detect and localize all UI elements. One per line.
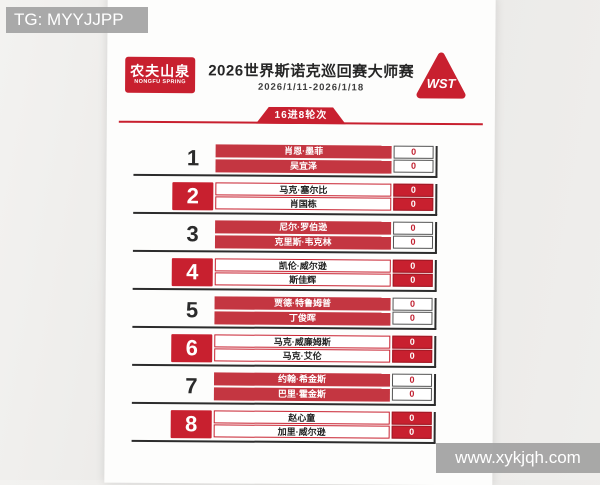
score-column: 0 0 (391, 373, 433, 402)
player-bars: 赵心童 加里·威尔逊 (213, 410, 390, 439)
player-bars: 肖恩·墨菲 吴宜泽 (215, 144, 392, 175)
player2-bar: 吴宜泽 (215, 159, 392, 174)
match-underline (131, 439, 436, 444)
score-column: 0 0 (392, 221, 434, 250)
score-column: 0 0 (392, 297, 433, 326)
player2-score: 0 (391, 387, 432, 401)
score-column: 0 0 (392, 259, 433, 288)
player1-bar: 贾德·特鲁姆普 (214, 296, 391, 311)
player-bars: 约翰·希金斯 巴里·霍金斯 (213, 372, 391, 403)
player1-score: 0 (391, 411, 432, 425)
player1-bar: 凯伦·威尔逊 (214, 258, 391, 273)
bracket-line (434, 221, 438, 253)
player2-score: 0 (393, 197, 434, 211)
wst-logo-icon: WST (416, 52, 466, 102)
match-row: 5 贾德·特鲁姆普 丁俊晖 0 0 (105, 296, 493, 337)
match-row: 8 赵心童 加里·威尔逊 0 0 (105, 410, 493, 451)
player1-score: 0 (393, 145, 434, 159)
player-bars: 贾德·特鲁姆普 丁俊晖 (214, 296, 391, 327)
score-column: 0 0 (393, 145, 434, 174)
player1-score: 0 (392, 259, 433, 273)
match-underline (132, 325, 437, 330)
player2-bar: 巴里·霍金斯 (213, 387, 390, 402)
player1-bar: 尼尔·罗伯逊 (215, 220, 392, 235)
match-underline (132, 287, 437, 292)
player2-score: 0 (392, 235, 434, 249)
player1-bar: 赵心童 (213, 410, 390, 425)
match-row: 2 马克·塞尔比 肖国栋 0 0 (106, 182, 494, 223)
page-title: 2026世界斯诺克巡回赛大师赛 (208, 62, 415, 81)
player2-score: 0 (393, 159, 434, 173)
telegram-watermark: TG: MYYJJPP (6, 7, 148, 33)
player2-score: 0 (392, 311, 433, 325)
score-column: 0 0 (392, 335, 433, 364)
wst-logo-text: WST (427, 76, 457, 91)
player1-score: 0 (392, 335, 433, 349)
match-row: 4 凯伦·威尔逊 斯佳辉 0 0 (106, 258, 494, 299)
bracket-line (434, 335, 437, 367)
match-number: 5 (185, 297, 199, 323)
match-number: 6 (171, 334, 213, 363)
player-bars: 凯伦·威尔逊 斯佳辉 (214, 258, 391, 287)
player2-bar: 丁俊晖 (214, 311, 391, 326)
player-bars: 马克·塞尔比 肖国栋 (215, 182, 392, 211)
bracket-line (435, 183, 438, 215)
event-dates: 2026/1/11-2026/1/18 (257, 81, 365, 94)
match-underline (132, 363, 437, 368)
player1-score: 0 (393, 221, 434, 235)
player2-score: 0 (392, 349, 433, 363)
match-number: 1 (186, 145, 200, 171)
bracket-line (434, 297, 437, 329)
match-row: 3 尼尔·罗伯逊 克里斯·韦克林 0 0 (106, 220, 494, 261)
player2-score: 0 (391, 425, 432, 439)
round-banner: 16进8轮次 (256, 107, 346, 125)
player1-bar: 约翰·希金斯 (213, 372, 391, 387)
player1-bar: 马克·威廉姆斯 (214, 334, 391, 349)
bracket-line (433, 411, 436, 443)
match-list: 1 肖恩·墨菲 吴宜泽 0 0 2 马克·塞尔比 肖国栋 0 0 3 尼尔·罗伯… (105, 144, 495, 451)
match-number: 8 (170, 410, 212, 439)
bracket-poster: 农夫山泉 NONGFU SPRING 2026世界斯诺克巡回赛大师赛 2026/… (104, 0, 496, 485)
website-watermark: www.xykjqh.com (436, 443, 600, 473)
player1-score: 0 (393, 183, 434, 197)
match-underline (131, 401, 436, 406)
player-bars: 尼尔·罗伯逊 克里斯·韦克林 (214, 220, 392, 251)
match-number: 4 (171, 258, 213, 287)
match-number: 2 (172, 182, 214, 211)
player2-bar: 斯佳辉 (214, 272, 391, 287)
player1-bar: 肖恩·墨菲 (215, 144, 392, 159)
player2-bar: 克里斯·韦克林 (214, 235, 392, 250)
match-underline (133, 211, 438, 216)
match-row: 1 肖恩·墨菲 吴宜泽 0 0 (106, 144, 494, 185)
match-number: 7 (185, 373, 198, 399)
bracket-line (434, 259, 437, 291)
player2-bar: 加里·威尔逊 (213, 424, 390, 439)
player1-score: 0 (392, 297, 433, 311)
match-row: 6 马克·威廉姆斯 马克·艾伦 0 0 (105, 334, 493, 375)
player1-bar: 马克·塞尔比 (215, 182, 392, 197)
match-row: 7 约翰·希金斯 巴里·霍金斯 0 0 (105, 372, 493, 413)
score-column: 0 0 (393, 183, 434, 212)
bracket-line (433, 373, 437, 405)
player2-score: 0 (392, 273, 433, 287)
player2-bar: 肖国栋 (215, 196, 392, 211)
score-column: 0 0 (391, 411, 432, 440)
match-underline (132, 249, 437, 254)
player2-bar: 马克·艾伦 (214, 348, 391, 363)
player1-score: 0 (391, 373, 433, 387)
player-bars: 马克·威廉姆斯 马克·艾伦 (214, 334, 391, 363)
match-underline (133, 173, 438, 178)
match-number: 3 (186, 221, 199, 247)
bracket-line (435, 145, 438, 177)
